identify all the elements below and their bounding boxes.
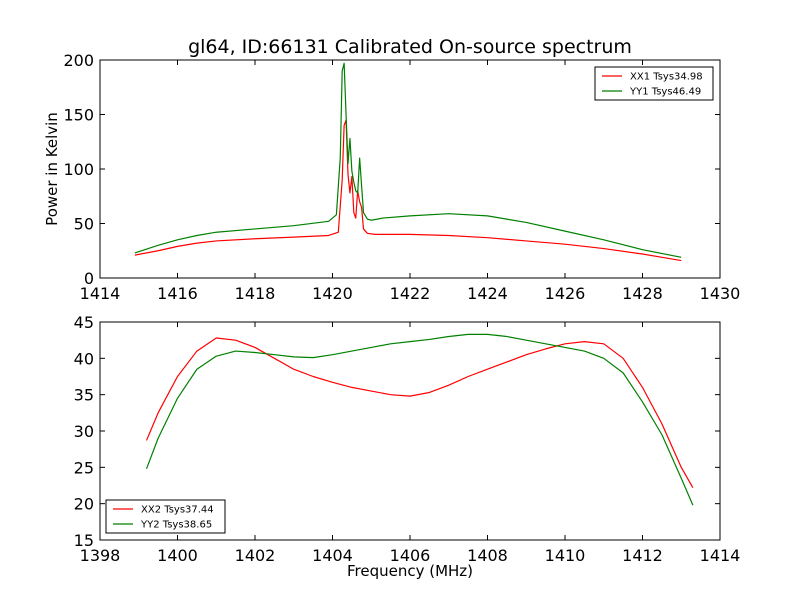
figure-title: gl64, ID:66131 Calibrated On-source spec… (188, 36, 632, 58)
bottom-x-tick-label: 1402 (235, 546, 276, 565)
top-legend-label-2: YY1 Tsys46.49 (629, 87, 701, 98)
bottom-legend-label-1: XX2 Tsys37.44 (141, 505, 214, 516)
bottom-x-tick-label: 1414 (700, 546, 741, 565)
top-x-tick-label: 1424 (467, 284, 508, 303)
bottom-y-tick-label: 20 (74, 495, 94, 514)
top-x-tick-label: 1416 (157, 284, 198, 303)
bottom-x-tick-label: 1410 (545, 546, 586, 565)
bottom-x-tick-label: 1408 (467, 546, 508, 565)
top-x-tick-label: 1414 (80, 284, 121, 303)
top-legend: XX1 Tsys34.98 YY1 Tsys46.49 (594, 66, 714, 101)
bottom-legend: XX2 Tsys37.44 YY2 Tsys38.65 (105, 499, 226, 534)
bottom-subplot: 1398 1400 1402 1404 1406 1408 1410 1412 1414 15 20… (74, 313, 741, 580)
top-x-tick-label: 1428 (622, 284, 663, 303)
bottom-x-tick-label: 1400 (157, 546, 198, 565)
top-y-tick-label: 100 (63, 160, 94, 179)
top-series-layer (134, 62, 682, 262)
bottom-legend-box (105, 499, 226, 534)
bottom-legend-label-2: YY2 Tsys38.65 (140, 520, 212, 531)
top-y-tick-label: 150 (63, 106, 94, 125)
top-legend-label-1: XX1 Tsys34.98 (630, 72, 703, 83)
bottom-series-layer (145, 333, 694, 506)
bottom-y-tick-label: 25 (74, 458, 94, 477)
bottom-ticks-layer: 1398 1400 1402 1404 1406 1408 1410 1412 1414 15 20… (74, 313, 741, 565)
top-y-tick-label: 200 (63, 51, 94, 70)
bottom-y-tick-label: 15 (74, 531, 94, 550)
top-series-line-2 (134, 62, 682, 258)
top-y-tick-label: 0 (84, 269, 94, 288)
top-y-tick-label: 50 (74, 215, 94, 234)
top-x-tick-label: 1422 (390, 284, 431, 303)
bottom-x-tick-label: 1412 (622, 546, 663, 565)
bottom-series-line-2 (145, 333, 694, 506)
top-series-line-1 (134, 119, 682, 262)
top-legend-box (594, 66, 714, 101)
top-x-tick-label: 1430 (700, 284, 741, 303)
top-x-tick-label: 1418 (235, 284, 276, 303)
bottom-x-tick-label: 1398 (80, 546, 121, 565)
bottom-y-tick-label: 35 (74, 386, 94, 405)
top-ticks-layer: 1414 1416 1418 1420 1422 1424 1426 1428 1430 0 50 1… (63, 51, 740, 303)
bottom-series-line-1 (145, 337, 694, 488)
top-subplot: 1414 1416 1418 1420 1422 1424 1426 1428 1430 0 50 1… (43, 51, 740, 303)
bottom-y-tick-label: 30 (74, 422, 94, 441)
bottom-y-tick-label: 45 (74, 313, 94, 332)
bottom-x-tick-label: 1404 (312, 546, 353, 565)
bottom-x-tick-label: 1406 (390, 546, 431, 565)
top-x-tick-label: 1420 (312, 284, 353, 303)
x-axis-label: Frequency (MHz) (347, 562, 473, 580)
top-y-axis-label: Power in Kelvin (43, 112, 61, 226)
bottom-y-tick-label: 40 (74, 349, 94, 368)
top-x-tick-label: 1426 (545, 284, 586, 303)
